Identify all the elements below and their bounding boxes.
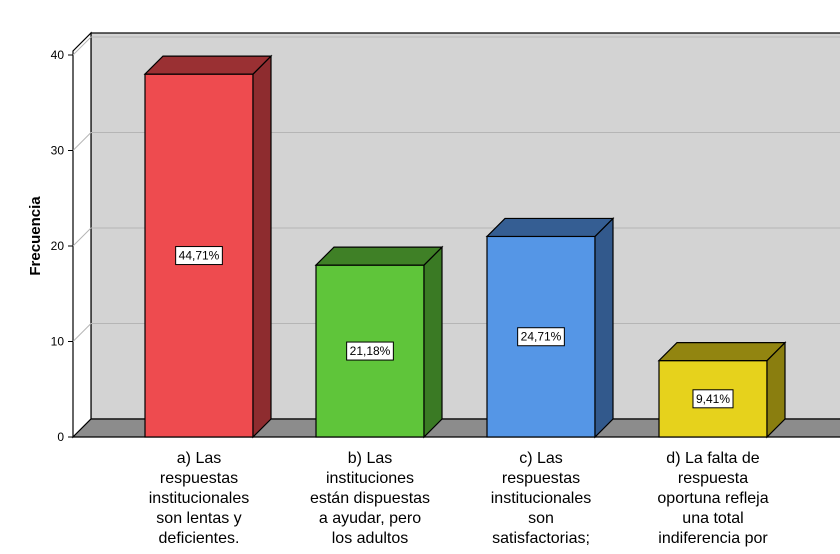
bar-side xyxy=(252,54,272,439)
category-label-line: una total xyxy=(682,510,743,527)
bar-top xyxy=(314,246,444,266)
y-tick-label: 30 xyxy=(51,144,65,158)
category-label-line: a ayudar, pero xyxy=(319,510,421,527)
bar-side xyxy=(594,217,614,439)
category-label-line: c) Las xyxy=(519,450,563,467)
category-label-line: indiferencia por xyxy=(658,530,768,547)
data-label: 21,18% xyxy=(346,341,394,361)
category-label-line: b) Las xyxy=(348,450,392,467)
category-label-line: los adultos xyxy=(332,530,409,547)
y-tick-label: 0 xyxy=(57,430,64,444)
data-label-box xyxy=(517,327,565,347)
data-label: 24,71% xyxy=(517,327,565,347)
category-label: d) La falta de respuesta oportuna refleja u… xyxy=(657,450,768,547)
gridline-side xyxy=(72,132,92,151)
data-label-box xyxy=(692,389,734,409)
category-label-line: respuestas xyxy=(502,470,580,487)
category-label-line: respuesta xyxy=(678,470,748,487)
data-label-text: 9,41% xyxy=(696,392,730,406)
data-label-text: 44,71% xyxy=(179,249,220,263)
category-label: a) Las respuestas institucionales son lenta… xyxy=(149,450,250,547)
gridline-side xyxy=(72,227,92,247)
bar-top xyxy=(143,55,273,75)
category-label-line: son xyxy=(528,510,554,527)
data-label-box xyxy=(346,341,394,361)
category-label-line: satisfactorias; xyxy=(492,530,590,547)
y-tick-label: 10 xyxy=(51,335,65,349)
bar xyxy=(485,217,615,439)
data-label: 9,41% xyxy=(692,389,734,409)
y-tick-label: 20 xyxy=(51,239,65,253)
category-label: c) Las respuestas institucionales son satisf… xyxy=(491,450,592,547)
bar-side xyxy=(423,245,443,439)
category-label-line: institucionales xyxy=(149,490,250,507)
category-label-line: deficientes. xyxy=(159,530,240,547)
category-label-line: oportuna refleja xyxy=(657,490,768,507)
category-label-line: respuestas xyxy=(160,470,238,487)
category-label-line: instituciones xyxy=(326,470,414,487)
labels: 44,71% a) Las respuestas institucionales son… xyxy=(149,246,769,547)
gridline-side xyxy=(72,323,92,342)
y-axis-label: Frecuencia xyxy=(27,196,44,276)
bar-top xyxy=(485,217,615,238)
gridline-side xyxy=(72,36,92,56)
category-label-line: están dispuestas xyxy=(310,490,430,507)
data-label: 44,71% xyxy=(175,246,223,266)
data-label-text: 21,18% xyxy=(350,344,391,358)
data-label-text: 24,71% xyxy=(521,330,562,344)
category-label-line: son lentas y xyxy=(156,510,241,527)
category-label: b) Las instituciones están dispuestas a ayu… xyxy=(310,450,430,547)
side-wall xyxy=(72,31,92,439)
gridlines: 0 10 20 30 40 xyxy=(51,36,840,444)
category-label-line: d) La falta de xyxy=(666,450,760,467)
y-tick-label: 40 xyxy=(51,48,65,62)
category-label-line: institucionales xyxy=(491,490,592,507)
category-label-line: a) Las xyxy=(177,450,221,467)
data-label-box xyxy=(175,246,223,266)
bar-top xyxy=(657,342,787,362)
